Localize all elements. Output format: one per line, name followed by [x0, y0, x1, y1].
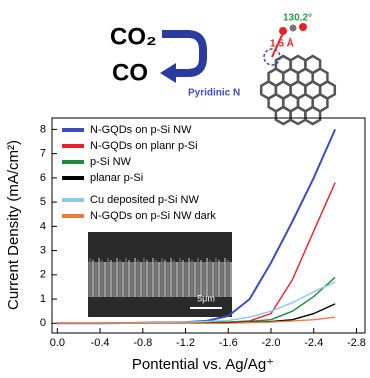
x-tick-label: 0.0 [50, 337, 65, 349]
y-tick-label: 8 [40, 123, 46, 135]
legend-label: p-Si NW [90, 156, 132, 168]
arrow [162, 34, 203, 73]
x-tick-label: -2.0 [262, 337, 281, 349]
site-label: Pyridinic N [188, 88, 240, 99]
y-tick-label: 1 [40, 293, 46, 305]
bond-label: 1.5 Å [270, 37, 294, 50]
figure: CO₂ CO 130.2° 1.5 Å Pyridinic N 5μm Pont… [0, 0, 370, 378]
legend-label: planar p-Si [90, 172, 143, 184]
y-tick-label: 2 [40, 269, 46, 281]
x-tick-label: -1.2 [176, 337, 195, 349]
legend-label: N-GQDs on p-Si NW [90, 124, 192, 136]
x-tick-label: -2.4 [304, 337, 323, 349]
y-tick-label: 7 [40, 148, 46, 160]
reactant: CO₂ [110, 23, 157, 50]
ring [320, 82, 335, 99]
y-axis-label: Current Density (mA/cm²) [5, 140, 22, 310]
inset: 5μm [88, 232, 232, 317]
c-atom [290, 25, 297, 32]
x-axis-label: Pontential vs. Ag/Ag⁺ [132, 356, 274, 373]
o-atom [279, 27, 287, 35]
x-tick-label: -2.8 [347, 337, 366, 349]
y-tick-label: 3 [40, 244, 46, 256]
y-tick-label: 5 [40, 196, 46, 208]
scale-label: 5μm [197, 293, 215, 303]
o-atom [299, 23, 307, 31]
y-tick-label: 6 [40, 172, 46, 184]
y-tick-label: 0 [40, 317, 46, 329]
x-tick-label: -1.6 [219, 337, 238, 349]
x-tick-label: -0.8 [133, 337, 152, 349]
legend-label: N-GQDs on planr p-Si [90, 140, 198, 152]
angle-label: 130.2° [283, 13, 312, 24]
legend-label: N-GQDs on p-Si NW dark [90, 210, 216, 222]
arrowhead [160, 63, 176, 83]
legend-label: Cu deposited p-Si NW [90, 194, 199, 206]
product: CO [112, 59, 148, 86]
x-tick-label: -0.4 [91, 337, 110, 349]
y-tick-label: 4 [40, 220, 46, 232]
